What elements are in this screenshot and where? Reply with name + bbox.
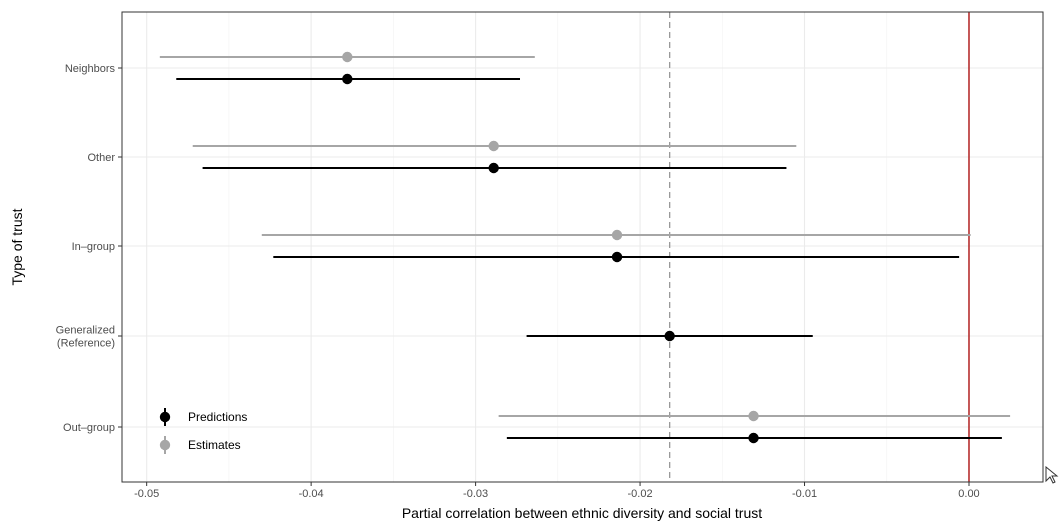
plot-panel-border bbox=[121, 11, 1044, 483]
plot-panel-background bbox=[122, 12, 1043, 482]
legend-label: Predictions bbox=[188, 410, 247, 424]
data-point bbox=[748, 410, 759, 422]
data-point bbox=[488, 140, 499, 152]
data-point bbox=[748, 432, 759, 444]
legend: Predictions Estimates bbox=[159, 408, 247, 454]
legend-label: Estimates bbox=[188, 438, 241, 452]
x-tick-label: -0.03 bbox=[463, 488, 488, 500]
y-tick-label: Neighbors bbox=[65, 63, 116, 75]
x-axis: -0.05 -0.04 -0.03 -0.02 -0.01 0.00 bbox=[134, 482, 980, 500]
data-point bbox=[488, 162, 499, 174]
x-tick-label: -0.04 bbox=[299, 488, 324, 500]
data-point bbox=[342, 73, 353, 85]
data-point bbox=[664, 330, 675, 342]
y-tick-label: In–group bbox=[72, 241, 115, 253]
series-layer bbox=[159, 51, 1011, 444]
x-tick-label: -0.02 bbox=[628, 488, 653, 500]
data-point bbox=[342, 51, 353, 63]
y-axis: Neighbors Other In–group Generalized(Refere… bbox=[56, 63, 122, 434]
legend-key-dot bbox=[159, 411, 171, 423]
y-tick-label: (Reference) bbox=[57, 338, 115, 350]
y-tick-label: Out–group bbox=[63, 422, 115, 434]
data-point bbox=[611, 229, 623, 241]
y-axis-title: Type of trust bbox=[9, 208, 25, 285]
x-axis-title: Partial correlation between ethnic diver… bbox=[402, 505, 762, 521]
x-tick-label: -0.01 bbox=[792, 488, 817, 500]
y-tick-label: Generalized bbox=[56, 325, 115, 337]
x-tick-label: 0.00 bbox=[958, 488, 979, 500]
reference-lines bbox=[669, 12, 970, 482]
legend-key-dot bbox=[159, 439, 171, 451]
y-tick-label: Other bbox=[87, 152, 115, 164]
data-point bbox=[611, 251, 623, 263]
mouse-cursor-icon bbox=[1045, 466, 1059, 484]
x-tick-label: -0.05 bbox=[134, 488, 159, 500]
